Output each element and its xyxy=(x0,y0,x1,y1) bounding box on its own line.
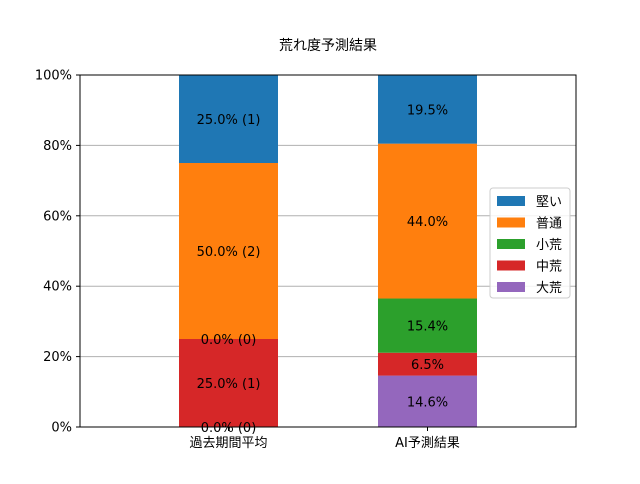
bar-segment-小荒 xyxy=(378,298,477,353)
legend-label: 中荒 xyxy=(536,260,562,275)
y-tick-label: 100% xyxy=(35,69,72,84)
data-label: 25.0% (1) xyxy=(197,377,261,392)
bar-segment-大荒 xyxy=(378,375,477,427)
data-label: 15.4% xyxy=(407,320,448,335)
legend-swatch xyxy=(497,260,525,271)
data-label: 6.5% xyxy=(411,358,444,373)
y-axis: 0% 20% 40% 60% 80% 100% xyxy=(35,69,80,436)
y-tick-label: 80% xyxy=(43,139,72,154)
y-tick-label: 0% xyxy=(51,421,72,436)
x-tick-label: 過去期間平均 xyxy=(189,436,267,451)
y-tick-label: 60% xyxy=(43,209,72,224)
data-label: 14.6% xyxy=(407,395,448,410)
bar-segment-中荒 xyxy=(378,352,477,376)
legend-swatch xyxy=(497,196,525,206)
bar-segment-堅い xyxy=(179,75,278,163)
data-label: 50.0% (2) xyxy=(197,245,261,260)
legend-swatch xyxy=(497,282,525,292)
bar-segment-堅い xyxy=(378,75,477,144)
bars xyxy=(179,75,477,427)
legend-swatch xyxy=(497,217,525,228)
y-tick-label: 40% xyxy=(43,280,72,295)
chart-title: 荒れ度予測結果 xyxy=(279,38,377,54)
legend-swatch xyxy=(497,239,525,249)
legend-label: 堅い xyxy=(536,195,562,210)
bar-segment-中荒 xyxy=(179,339,278,427)
y-tick-label: 20% xyxy=(43,350,72,365)
data-label: 44.0% xyxy=(407,215,448,230)
legend-label: 大荒 xyxy=(536,281,562,296)
data-label: 0.0% (0) xyxy=(201,333,257,348)
bar-segment-普通 xyxy=(179,163,278,339)
legend-label: 小荒 xyxy=(536,238,562,253)
legend-label: 普通 xyxy=(536,217,562,232)
bar-segment-普通 xyxy=(378,143,477,299)
data-label: 25.0% (1) xyxy=(197,113,261,128)
x-tick-label: AI予測結果 xyxy=(395,436,460,451)
x-axis: 過去期間平均 AI予測結果 xyxy=(189,427,460,451)
data-label: 19.5% xyxy=(407,103,448,118)
plot-frame xyxy=(79,74,577,428)
